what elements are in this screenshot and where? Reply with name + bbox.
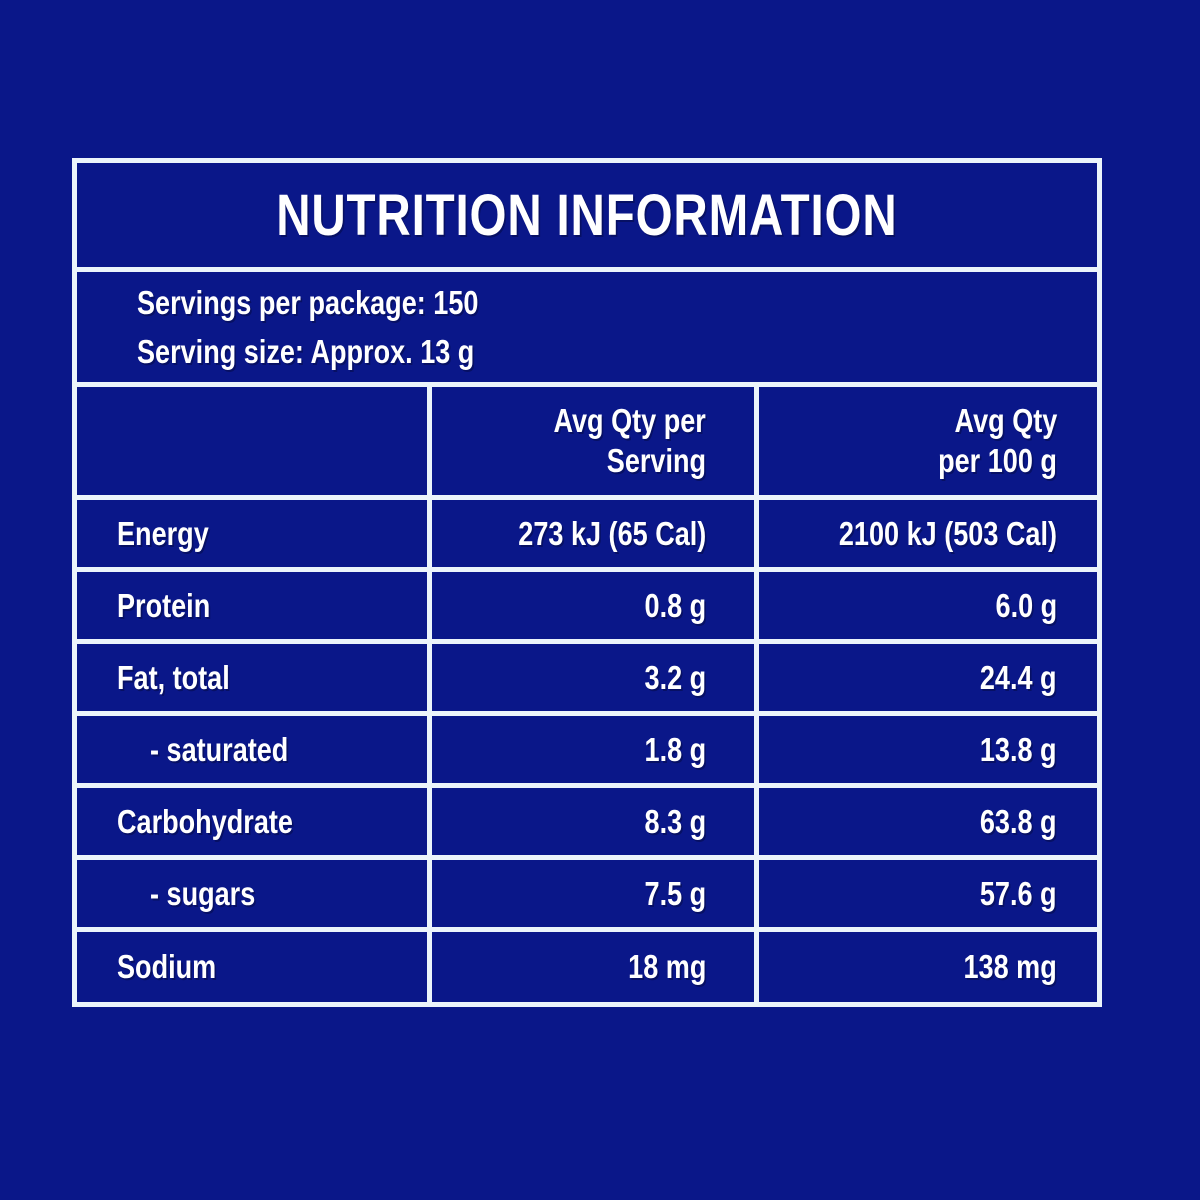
nutrient-row: Protein 0.8 g 6.0 g <box>77 567 1097 639</box>
nutrient-row: Carbohydrate 8.3 g 63.8 g <box>77 783 1097 855</box>
nutrient-row: - sugars 7.5 g 57.6 g <box>77 855 1097 927</box>
nutrient-value-per-serving: 7.5 g <box>427 860 754 927</box>
nutrient-label: - sugars <box>150 874 256 912</box>
nutrient-value-per-serving: 0.8 g <box>427 572 754 639</box>
nutrient-rows: Energy 273 kJ (65 Cal) 2100 kJ (503 Cal)… <box>77 495 1097 1002</box>
nutrient-value-per-100g: 57.6 g <box>754 860 1097 927</box>
nutrient-value-per-serving: 3.2 g <box>427 644 754 711</box>
nutrient-value-per-100g: 63.8 g <box>754 788 1097 855</box>
nutrient-value-per-100g: 13.8 g <box>754 716 1097 783</box>
servings-info: Servings per package: 150 Serving size: … <box>77 267 1097 382</box>
header-avg-qty-per-100g: Avg Qty per 100 g <box>754 387 1097 495</box>
nutrient-value-per-100g: 2100 kJ (503 Cal) <box>754 500 1097 567</box>
serving-size: Serving size: Approx. 13 g <box>137 333 475 370</box>
nutrient-label: Fat, total <box>117 658 230 696</box>
nutrition-panel: NUTRITION INFORMATION Servings per packa… <box>72 158 1102 1007</box>
nutrient-value-per-100g: 6.0 g <box>754 572 1097 639</box>
nutrient-row: - saturated 1.8 g 13.8 g <box>77 711 1097 783</box>
nutrient-row: Energy 273 kJ (65 Cal) 2100 kJ (503 Cal) <box>77 495 1097 567</box>
nutrient-row: Fat, total 3.2 g 24.4 g <box>77 639 1097 711</box>
nutrient-label: Carbohydrate <box>117 802 293 840</box>
column-header-row: Avg Qty per Serving Avg Qty per 100 g <box>77 382 1097 495</box>
nutrient-value-per-serving: 273 kJ (65 Cal) <box>427 500 754 567</box>
nutrient-label: Protein <box>117 586 211 624</box>
nutrient-value-per-serving: 1.8 g <box>427 716 754 783</box>
nutrient-value-per-100g: 24.4 g <box>754 644 1097 711</box>
panel-title-row: NUTRITION INFORMATION <box>77 163 1097 267</box>
nutrient-value-per-100g: 138 mg <box>754 932 1097 1002</box>
nutrient-label: Sodium <box>117 948 217 985</box>
nutrient-row: Sodium 18 mg 138 mg <box>77 927 1097 1002</box>
nutrient-label: Energy <box>117 514 209 552</box>
nutrient-value-per-serving: 18 mg <box>427 932 754 1002</box>
panel-title: NUTRITION INFORMATION <box>276 182 898 248</box>
header-nutrient-blank <box>77 387 427 495</box>
nutrient-label: - saturated <box>150 730 289 768</box>
servings-per-package: Servings per package: 150 <box>137 284 479 321</box>
header-avg-qty-per-serving: Avg Qty per Serving <box>427 387 754 495</box>
nutrient-value-per-serving: 8.3 g <box>427 788 754 855</box>
